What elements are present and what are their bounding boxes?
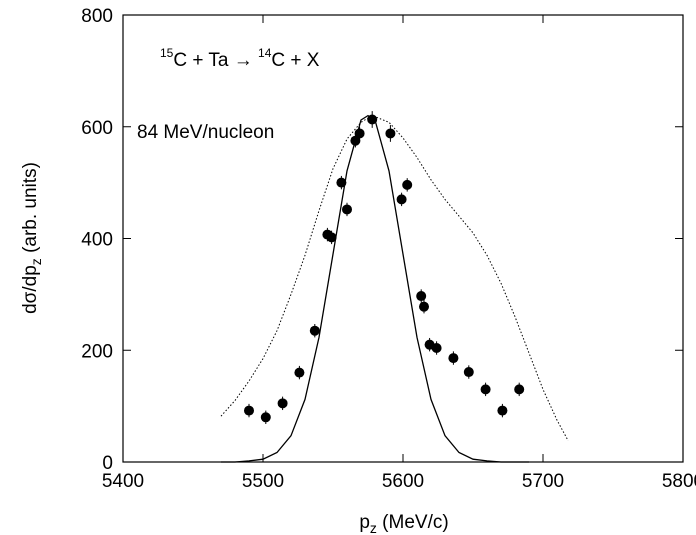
data-point — [480, 382, 491, 397]
data-point — [244, 403, 254, 418]
point-marker — [402, 179, 413, 190]
data-point — [326, 230, 337, 245]
point-marker — [367, 114, 378, 125]
reaction-part-1: C + Ta → — [173, 50, 258, 71]
data-point — [336, 175, 347, 190]
data-point — [514, 382, 525, 397]
point-marker — [514, 384, 525, 395]
data-point — [277, 396, 288, 411]
plot-frame — [122, 14, 684, 463]
data-point — [497, 403, 508, 418]
point-marker — [448, 353, 459, 364]
point-marker — [326, 232, 337, 243]
data-point — [342, 202, 352, 217]
data-point — [294, 365, 305, 380]
point-marker — [497, 405, 508, 416]
x-axis-label: pz (MeV/c) — [359, 512, 448, 535]
point-marker — [385, 128, 396, 139]
data-point — [309, 323, 320, 338]
data-point — [367, 111, 378, 128]
point-marker — [294, 367, 305, 378]
reaction-part-2: C + X — [271, 50, 319, 71]
x-label-sub: z — [370, 520, 377, 535]
data-point — [419, 299, 429, 314]
y-label-pre: dσ/dp — [20, 265, 41, 314]
point-marker — [463, 367, 474, 378]
y-tick-label: 400 — [81, 230, 113, 251]
y-label-sub: z — [28, 258, 44, 265]
x-tick-label: 5500 — [242, 471, 284, 492]
axis-ticks — [122, 14, 684, 463]
x-label-main: p — [359, 512, 370, 533]
x-label-unit: (MeV/c) — [377, 512, 449, 533]
data-point — [448, 351, 459, 365]
y-tick-label: 0 — [102, 453, 113, 474]
point-marker — [342, 204, 352, 215]
data-points — [244, 111, 525, 425]
y-tick-label: 600 — [81, 118, 113, 139]
point-marker — [309, 325, 320, 336]
point-marker — [431, 343, 442, 354]
energy-annotation: 84 MeV/nucleon — [137, 122, 274, 143]
y-axis-label: dσ/dpz (arb. units) — [20, 162, 44, 314]
point-marker — [350, 135, 361, 146]
solid-curve — [221, 114, 529, 463]
x-tick-label: 5600 — [382, 471, 424, 492]
data-point — [402, 178, 413, 192]
point-marker — [277, 398, 288, 409]
y-label-unit: (arb. units) — [20, 162, 41, 258]
y-tick-label: 800 — [81, 6, 113, 27]
data-point — [354, 126, 365, 141]
point-marker — [244, 405, 254, 416]
y-tick-label: 200 — [81, 341, 113, 362]
point-marker — [354, 128, 365, 139]
data-point — [350, 134, 361, 148]
reaction-annotation: 15C + Ta → 14C + X — [160, 46, 320, 71]
reaction-sup-2: 14 — [258, 46, 272, 60]
point-marker — [336, 177, 347, 188]
x-tick-label: 5400 — [102, 471, 144, 492]
point-marker — [260, 412, 271, 423]
reaction-sup-1: 15 — [160, 46, 174, 60]
point-marker — [396, 194, 407, 205]
point-marker — [416, 291, 427, 302]
data-point — [260, 410, 271, 425]
data-point — [431, 341, 442, 355]
data-point — [396, 192, 407, 207]
data-point — [416, 289, 427, 303]
x-tick-label: 5700 — [522, 471, 564, 492]
point-marker — [480, 384, 491, 395]
point-marker — [419, 301, 429, 312]
data-point — [463, 365, 474, 379]
data-point — [385, 125, 396, 142]
dotted-curve — [220, 115, 569, 442]
